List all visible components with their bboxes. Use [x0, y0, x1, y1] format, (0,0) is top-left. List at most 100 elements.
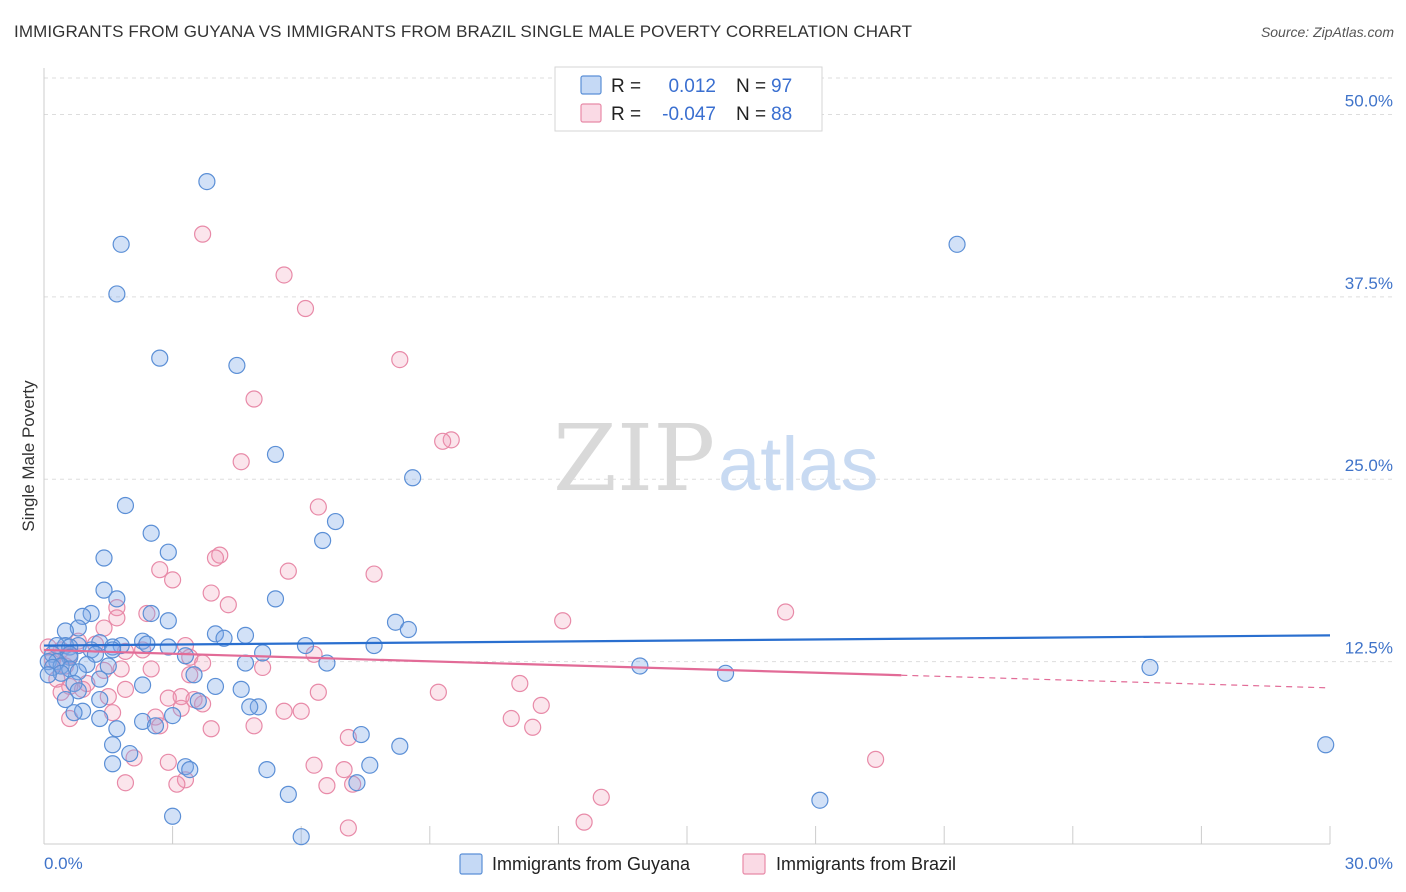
brazil-point [592, 788, 610, 806]
x-tick-label-min: 0.0% [44, 854, 83, 873]
guyana-point [159, 543, 177, 561]
guyana-point [279, 785, 297, 803]
guyana-point [352, 725, 370, 744]
brazil-point [202, 584, 220, 602]
brazil-point [502, 709, 520, 728]
brazil-point [575, 813, 593, 831]
legend-n-value-guyana: 97 [771, 76, 792, 97]
guyana-point [236, 654, 255, 672]
brazil-points [39, 225, 885, 837]
guyana-point [631, 657, 649, 675]
watermark-atlas: atlas [718, 422, 879, 507]
brazil-point [365, 565, 383, 583]
brazil-point [867, 750, 885, 768]
guyana-point [326, 512, 345, 531]
brazil-point [219, 596, 237, 614]
guyana-point [103, 755, 122, 773]
guyana-point [716, 664, 735, 682]
x-tick-label-max: 30.0% [1345, 854, 1393, 873]
guyana-point [228, 356, 246, 375]
guyana-point [99, 657, 117, 675]
brazil-point [296, 299, 315, 318]
trend-line-brazil [43, 648, 902, 677]
guyana-point [164, 707, 182, 725]
brazil-point [142, 660, 160, 678]
guyana-point [108, 590, 126, 608]
guyana-point [65, 704, 83, 722]
brazil-point [206, 549, 225, 567]
guyana-point [61, 648, 79, 666]
brazil-point [254, 658, 272, 677]
legend-n-label-brazil: N = [736, 104, 766, 125]
brazil-point [309, 683, 327, 701]
guyana-point [133, 676, 152, 694]
guyana-point [215, 629, 233, 647]
guyana-point [142, 604, 160, 623]
guyana-point [52, 664, 70, 682]
trend-line-guyana [43, 634, 1331, 647]
guyana-point [95, 581, 113, 599]
guyana-point [69, 682, 87, 700]
y-tick-label: 37.5% [1345, 274, 1393, 293]
legend-swatch-guyana [580, 75, 602, 95]
brazil-point [309, 498, 327, 516]
trend-line-brazil-extension [901, 674, 1331, 689]
guyana-point [159, 638, 177, 656]
legend-r-label-brazil: R = [611, 104, 641, 125]
source-credit: Source: ZipAtlas.com [1260, 24, 1394, 40]
guyana-points [39, 172, 1335, 846]
guyana-point [39, 666, 57, 684]
brazil-point [434, 432, 452, 450]
guyana-point [296, 636, 315, 655]
guyana-point [236, 626, 255, 644]
brazil-point [112, 660, 130, 678]
guyana-point [146, 717, 165, 735]
brazil-point [275, 702, 293, 720]
brazil-point [232, 453, 250, 471]
guyana-point [292, 828, 310, 846]
guyana-point [181, 760, 199, 779]
brazil-point [146, 708, 165, 726]
brazil-point [151, 717, 169, 735]
brazil-point [151, 561, 169, 579]
brazil-point [159, 689, 177, 707]
guyana-point [108, 285, 126, 303]
bottom-legend-label-brazil: Immigrants from Brazil [776, 854, 956, 874]
guyana-point [232, 680, 250, 698]
brazil-point [172, 699, 190, 717]
guyana-point [133, 712, 152, 731]
guyana-point [1317, 736, 1335, 754]
y-tick-label: 25.0% [1345, 456, 1393, 475]
brazil-point [176, 771, 195, 789]
trend-lines [43, 634, 1331, 689]
bottom-legend-swatch-brazil [742, 853, 766, 875]
guyana-point [112, 235, 130, 253]
guyana-point [206, 677, 225, 696]
brazil-point [245, 390, 263, 408]
brazil-point [275, 266, 293, 284]
brazil-point [391, 350, 409, 369]
guyana-point [91, 670, 109, 688]
brazil-point [339, 819, 357, 837]
y-axis-label: Single Male Poverty [19, 380, 38, 532]
guyana-point [206, 625, 225, 643]
brazil-point [108, 609, 126, 627]
brazil-point [335, 760, 353, 779]
guyana-point [361, 756, 379, 774]
y-tick-labels: 12.5% 25.0% 37.5% 50.0% [1345, 91, 1393, 657]
brazil-point [202, 720, 220, 738]
guyana-point [386, 613, 405, 631]
brazil-point [172, 688, 190, 706]
brazil-point [511, 674, 529, 693]
bottom-legend: Immigrants from Guyana Immigrants from B… [459, 853, 956, 875]
brazil-point [168, 775, 186, 793]
guyana-point [164, 807, 182, 825]
guyana-point [142, 524, 160, 542]
brazil-point [116, 680, 135, 698]
brazil-point [554, 612, 572, 630]
guyana-point [69, 619, 87, 637]
guyana-point [258, 760, 276, 779]
legend-r-value-brazil: -0.047 [662, 104, 716, 125]
brazil-point [164, 571, 182, 589]
